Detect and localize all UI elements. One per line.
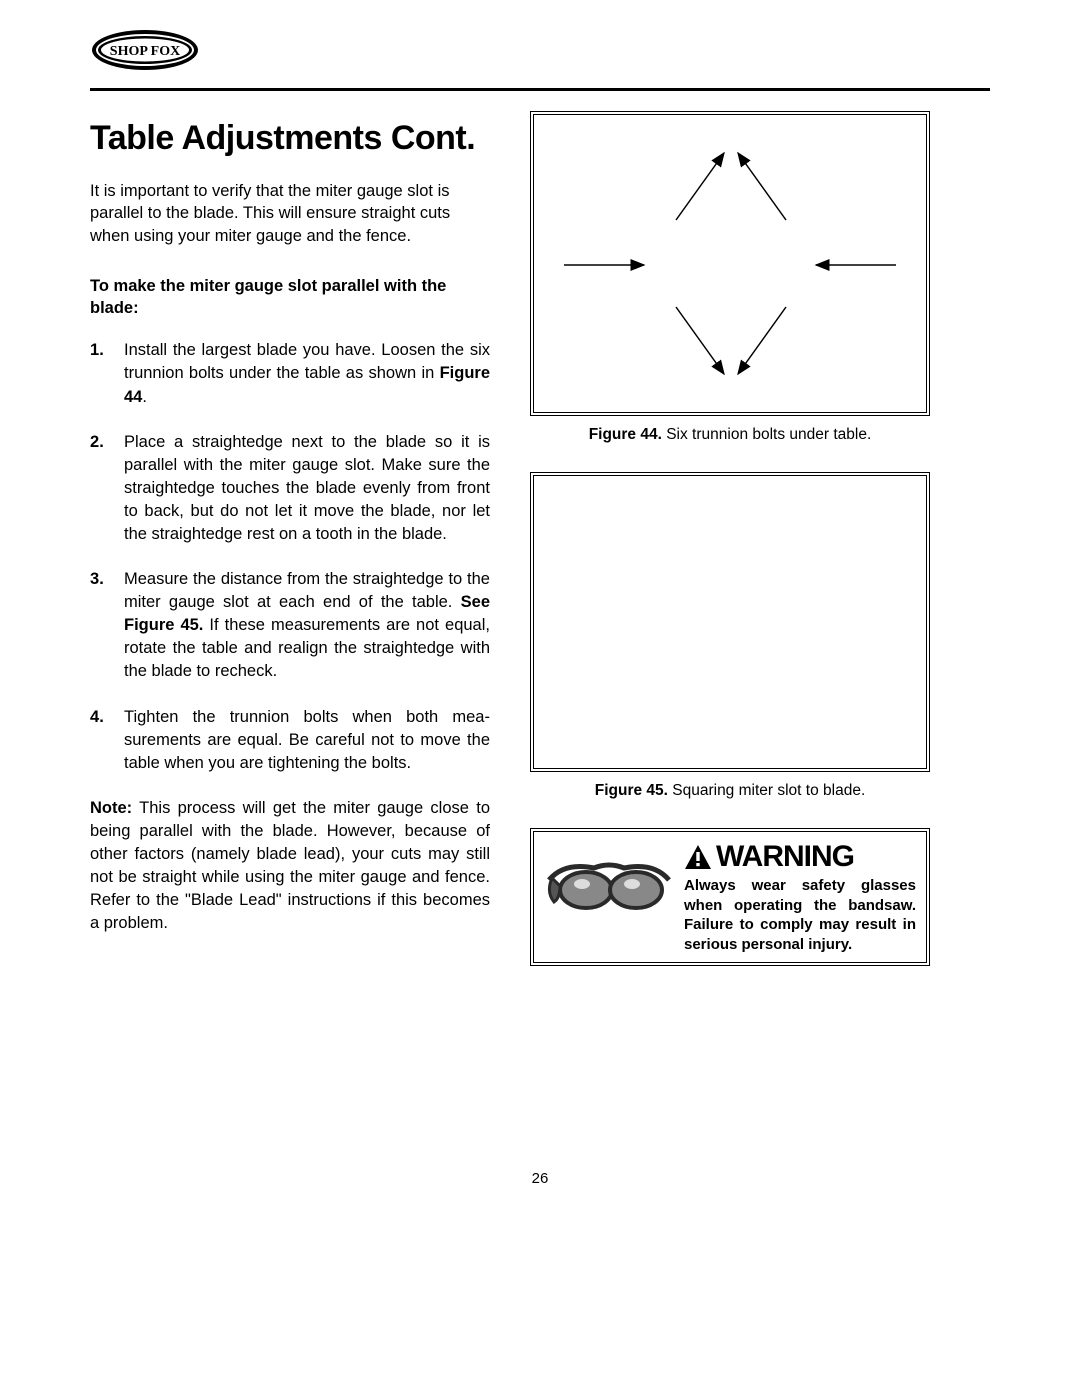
svg-text:SHOP FOX: SHOP FOX <box>110 44 180 59</box>
warning-text: Always wear safety glass­es when operati… <box>684 876 916 954</box>
note-label: Note: <box>90 799 132 817</box>
figure-44-text: Six trunnion bolts under table. <box>662 426 871 443</box>
steps-list: Install the largest blade you have. Loos… <box>90 339 490 775</box>
figure-44-label: Figure 44. <box>589 426 662 443</box>
step-1-text-a: Install the largest blade you have. Loos… <box>124 341 490 382</box>
page-number: 26 <box>0 1170 1080 1187</box>
page-header: SHOP FOX <box>90 28 990 82</box>
right-column: Figure 44. Six trunnion bolts under tabl… <box>530 111 930 966</box>
note-body: This process will get the miter gauge cl… <box>90 799 490 932</box>
figure-44-diagram <box>534 115 926 412</box>
figure-45-caption: Figure 45. Squaring miter slot to blade. <box>595 782 866 800</box>
warning-triangle-icon <box>684 844 712 870</box>
figure-44-caption: Figure 44. Six trunnion bolts under tabl… <box>589 426 872 444</box>
note-paragraph: Note: This process will get the miter ga… <box>90 797 490 936</box>
figure-45-text: Squaring miter slot to blade. <box>668 782 865 799</box>
figure-45-label: Figure 45. <box>595 782 668 799</box>
warning-title: WARNING <box>716 840 854 874</box>
step-1-text-c: . <box>142 388 147 406</box>
shop-fox-logo-icon: SHOP FOX <box>90 28 200 72</box>
warning-header: WARNING <box>684 840 916 874</box>
figure-44-box <box>530 111 930 416</box>
header-rule <box>90 88 990 91</box>
procedure-heading: To make the miter gauge slot parallel wi… <box>90 275 490 320</box>
warning-box: WARNING Always wear safety glass­es when… <box>530 828 930 966</box>
step-4: Tighten the trunnion bolts when both mea… <box>90 706 490 775</box>
safety-glasses-icon <box>544 850 674 920</box>
step-3-text-a: Measure the distance from the straighted… <box>124 570 490 611</box>
intro-paragraph: It is important to verify that the miter… <box>90 180 490 247</box>
step-1: Install the largest blade you have. Loos… <box>90 339 490 408</box>
figure-45-box <box>530 472 930 772</box>
step-2: Place a straightedge next to the blade s… <box>90 431 490 546</box>
left-column: Table Adjustments Cont. It is important … <box>90 111 490 966</box>
page-title: Table Adjustments Cont. <box>90 119 490 158</box>
step-3: Measure the distance from the straighted… <box>90 568 490 683</box>
